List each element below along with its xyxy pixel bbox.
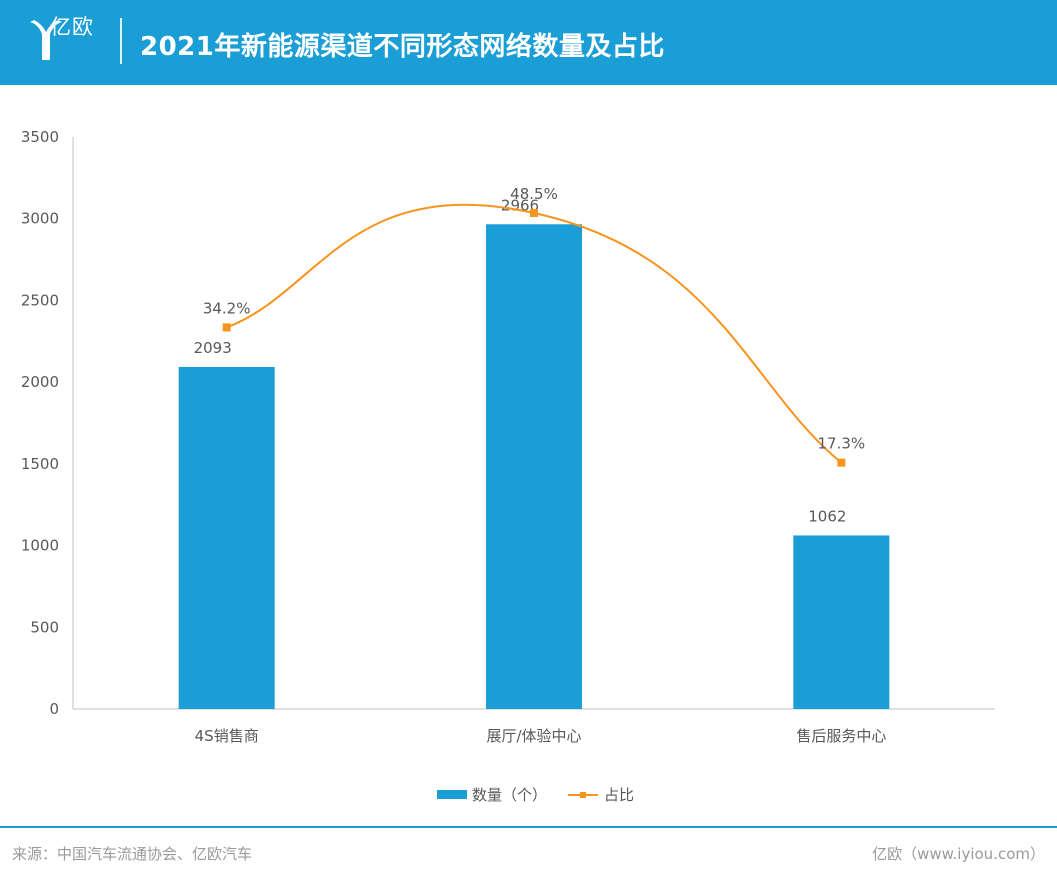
x-axis-labels: 4S销售商 展厅/体验中心 售后服务中心	[195, 727, 887, 745]
x-tick-label: 售后服务中心	[796, 727, 886, 745]
bar-1	[178, 366, 275, 709]
y-tick-label: 3500	[21, 128, 59, 146]
bar-2	[486, 224, 582, 709]
y-tick-label: 2000	[21, 373, 59, 391]
y-axis-ticks: 0 500 1000 1500 2000 2500 3000 3500	[21, 128, 59, 718]
line-series-markers	[222, 209, 846, 467]
y-tick-label: 2500	[21, 291, 59, 309]
line-marker-3	[837, 458, 846, 467]
y-tick-label: 1500	[21, 455, 59, 473]
header-bar: 亿欧 2021年新能源渠道不同形态网络数量及占比	[0, 0, 1057, 85]
x-tick-label: 展厅/体验中心	[486, 727, 581, 745]
header-divider	[120, 18, 122, 64]
line-marker-2	[530, 209, 538, 217]
legend-line-marker	[580, 792, 586, 798]
bar-series	[178, 224, 890, 709]
y-tick-label: 500	[30, 618, 59, 636]
footer-divider	[0, 826, 1057, 828]
bar-data-labels: 2093 2966 1062	[194, 196, 847, 525]
footer-source: 来源：中国汽车流通协会、亿欧汽车	[12, 845, 253, 863]
legend: 数量（个） 占比	[437, 786, 634, 804]
footer-brand: 亿欧（www.iyiou.com）	[872, 845, 1045, 863]
bar-value-label: 2966	[501, 196, 539, 214]
y-tick-label: 1000	[21, 537, 59, 555]
legend-bar-swatch	[437, 790, 467, 799]
line-marker-1	[222, 323, 231, 332]
combo-chart: 0 500 1000 1500 2000 2500 3000 3500 2093 2966 106…	[21, 128, 995, 804]
line-data-labels: 34.2% 48.5% 17.3%	[203, 185, 865, 453]
line-value-label: 17.3%	[818, 435, 866, 453]
legend-bar-label: 数量（个）	[472, 786, 547, 804]
y-tick-label: 3000	[21, 210, 59, 228]
legend-line-label: 占比	[604, 786, 634, 804]
x-tick-label: 4S销售商	[195, 727, 259, 745]
bar-value-label: 1062	[808, 507, 846, 525]
yiou-logo-icon	[30, 20, 62, 60]
page-title: 2021年新能源渠道不同形态网络数量及占比	[140, 32, 665, 62]
line-value-label: 48.5%	[510, 185, 558, 203]
logo-text: 亿欧	[50, 15, 94, 39]
bar-3	[793, 535, 890, 709]
line-value-label: 34.2%	[203, 299, 251, 317]
bar-value-label: 2093	[194, 339, 232, 357]
y-tick-label: 0	[49, 700, 59, 718]
